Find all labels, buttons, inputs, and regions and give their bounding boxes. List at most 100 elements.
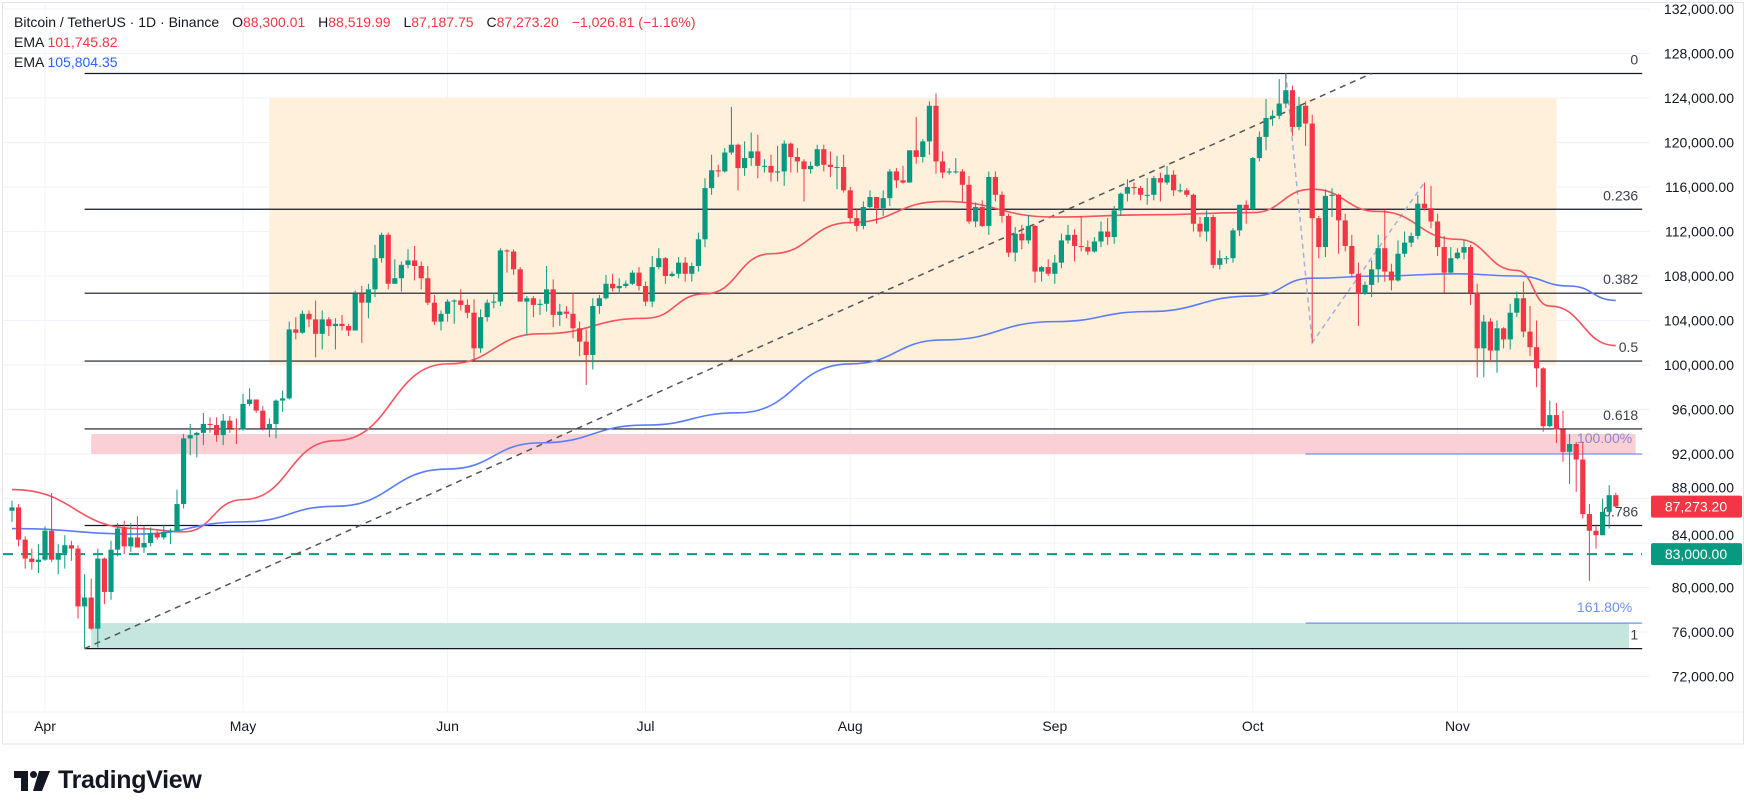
candle[interactable] bbox=[847, 187, 853, 224]
candle[interactable] bbox=[372, 244, 378, 298]
candle[interactable] bbox=[1573, 441, 1579, 492]
candle[interactable] bbox=[1204, 210, 1210, 242]
candle[interactable] bbox=[55, 544, 61, 575]
candle[interactable] bbox=[1507, 303, 1513, 350]
candle[interactable] bbox=[682, 257, 688, 282]
candle[interactable] bbox=[728, 106, 734, 155]
candle[interactable] bbox=[240, 393, 246, 431]
candle[interactable] bbox=[1567, 433, 1573, 485]
candle[interactable] bbox=[801, 159, 807, 202]
candle[interactable] bbox=[101, 557, 107, 605]
candle[interactable] bbox=[200, 412, 206, 446]
candle[interactable] bbox=[35, 544, 41, 574]
candle[interactable] bbox=[1263, 99, 1269, 151]
candle[interactable] bbox=[1098, 221, 1104, 248]
candle[interactable] bbox=[550, 279, 556, 328]
candle[interactable] bbox=[471, 299, 477, 361]
candle[interactable] bbox=[1382, 209, 1388, 282]
candle[interactable] bbox=[563, 306, 569, 319]
candle[interactable] bbox=[959, 169, 965, 202]
candle[interactable] bbox=[247, 388, 253, 407]
candle[interactable] bbox=[1362, 281, 1368, 295]
candle[interactable] bbox=[821, 144, 827, 172]
candle[interactable] bbox=[141, 526, 147, 554]
candle[interactable] bbox=[478, 309, 484, 353]
candle[interactable] bbox=[68, 540, 74, 561]
candle[interactable] bbox=[808, 161, 814, 174]
candle[interactable] bbox=[524, 296, 530, 335]
candle[interactable] bbox=[1118, 192, 1124, 216]
candle[interactable] bbox=[1349, 234, 1355, 278]
candle[interactable] bbox=[1250, 156, 1256, 211]
candle[interactable] bbox=[385, 232, 391, 290]
candle[interactable] bbox=[966, 175, 972, 224]
candle[interactable] bbox=[115, 522, 121, 557]
candle[interactable] bbox=[1045, 259, 1051, 276]
candle[interactable] bbox=[273, 399, 279, 439]
candle[interactable] bbox=[629, 270, 635, 285]
candle[interactable] bbox=[722, 148, 728, 173]
candle[interactable] bbox=[999, 191, 1005, 223]
candle[interactable] bbox=[880, 190, 886, 216]
candle[interactable] bbox=[662, 257, 668, 284]
candle[interactable] bbox=[227, 416, 233, 433]
candle[interactable] bbox=[1091, 237, 1097, 253]
candle[interactable] bbox=[854, 209, 860, 232]
candle[interactable] bbox=[194, 431, 200, 458]
candle[interactable] bbox=[148, 527, 154, 547]
candle[interactable] bbox=[616, 278, 622, 294]
candle[interactable] bbox=[1065, 224, 1071, 244]
candle[interactable] bbox=[530, 296, 536, 318]
candle[interactable] bbox=[603, 274, 609, 300]
candle[interactable] bbox=[933, 93, 939, 174]
candle[interactable] bbox=[1078, 215, 1084, 252]
candle[interactable] bbox=[425, 265, 431, 305]
candle[interactable] bbox=[326, 317, 332, 337]
candle[interactable] bbox=[1421, 182, 1427, 211]
candle[interactable] bbox=[1613, 492, 1619, 508]
candle[interactable] bbox=[1124, 179, 1130, 202]
candle[interactable] bbox=[735, 143, 741, 191]
candle[interactable] bbox=[841, 154, 847, 193]
candle[interactable] bbox=[1085, 240, 1091, 255]
candle[interactable] bbox=[412, 245, 418, 281]
candle[interactable] bbox=[715, 164, 721, 177]
candle[interactable] bbox=[907, 150, 913, 183]
candle[interactable] bbox=[643, 281, 649, 307]
candle[interactable] bbox=[649, 255, 655, 308]
candle[interactable] bbox=[596, 294, 602, 314]
candle[interactable] bbox=[537, 299, 543, 315]
symbol-title[interactable]: Bitcoin / TetherUS · 1D · Binance bbox=[14, 14, 220, 30]
candle[interactable] bbox=[1223, 255, 1229, 264]
candle[interactable] bbox=[332, 318, 338, 350]
candle[interactable] bbox=[1138, 185, 1144, 201]
candle[interactable] bbox=[1487, 318, 1493, 362]
candle[interactable] bbox=[695, 232, 701, 272]
candle[interactable] bbox=[1375, 234, 1381, 283]
candle[interactable] bbox=[108, 540, 114, 600]
candle[interactable] bbox=[1058, 233, 1064, 269]
candle[interactable] bbox=[570, 292, 576, 339]
candle[interactable] bbox=[207, 417, 213, 433]
candle[interactable] bbox=[1322, 189, 1328, 258]
candle[interactable] bbox=[702, 178, 708, 248]
candle[interactable] bbox=[464, 299, 470, 319]
candle[interactable] bbox=[299, 310, 305, 334]
candle[interactable] bbox=[1329, 188, 1335, 218]
candle[interactable] bbox=[1593, 525, 1599, 549]
candle[interactable] bbox=[161, 525, 167, 540]
candle[interactable] bbox=[1355, 262, 1361, 327]
candle[interactable] bbox=[1534, 320, 1540, 388]
candle[interactable] bbox=[233, 418, 239, 444]
candle[interactable] bbox=[742, 141, 748, 176]
candle[interactable] bbox=[1164, 165, 1170, 185]
candle[interactable] bbox=[676, 257, 682, 279]
candle[interactable] bbox=[266, 418, 272, 438]
candle[interactable] bbox=[1441, 235, 1447, 293]
candle[interactable] bbox=[16, 504, 22, 547]
candle[interactable] bbox=[979, 200, 985, 228]
candle[interactable] bbox=[167, 528, 173, 545]
candle[interactable] bbox=[887, 169, 893, 206]
candle[interactable] bbox=[874, 197, 880, 224]
candle[interactable] bbox=[1303, 101, 1309, 146]
